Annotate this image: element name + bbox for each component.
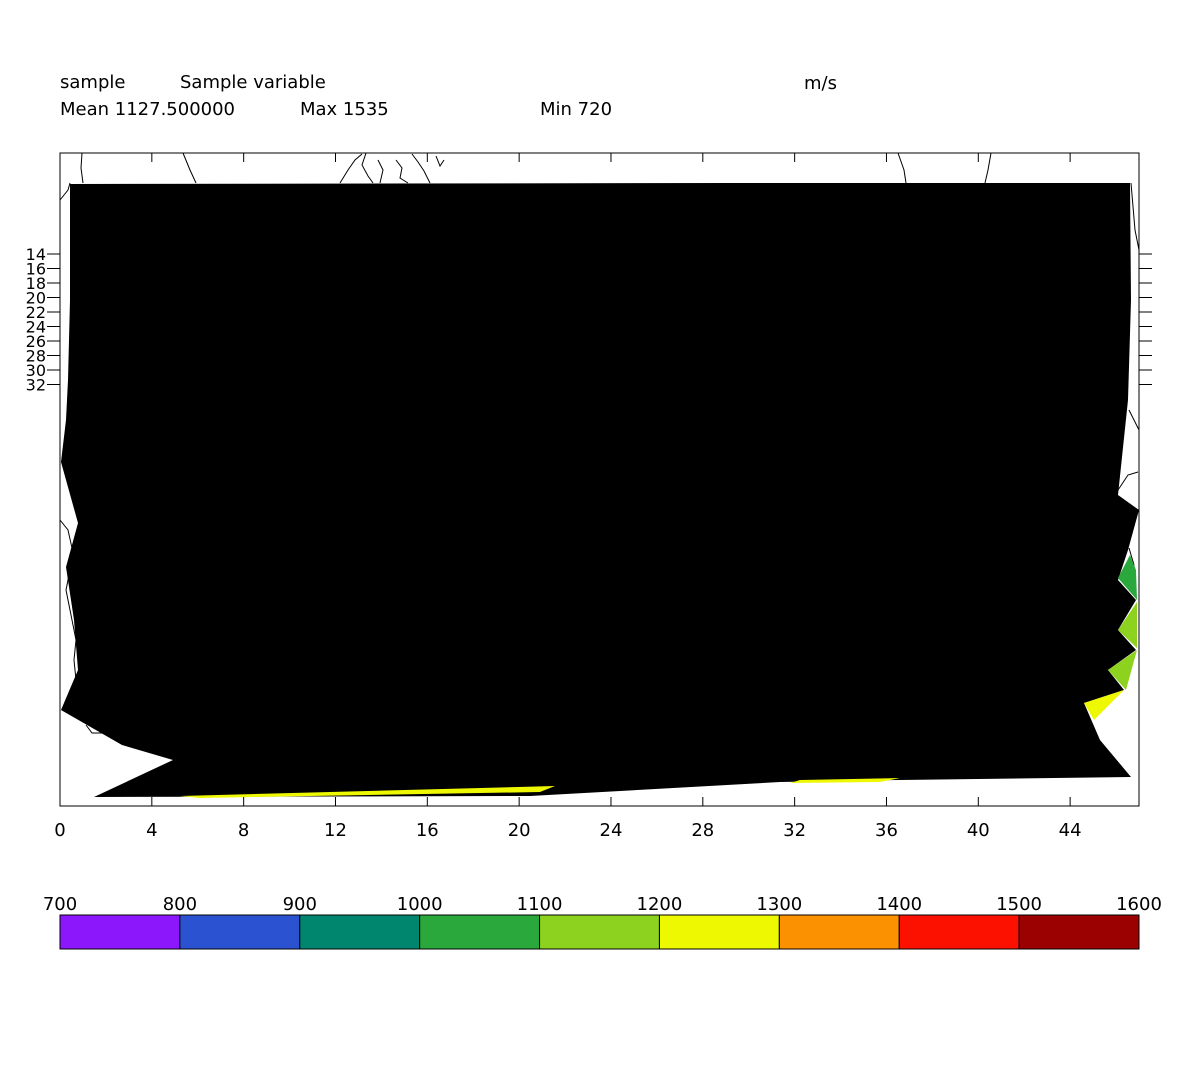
variable-long-name: Sample variable xyxy=(180,72,326,93)
colorbar-swatch xyxy=(539,914,660,950)
y-tick-label: 14 xyxy=(26,245,46,264)
x-tick-label: 40 xyxy=(967,820,990,841)
colorbar-label: 1000 xyxy=(397,894,443,915)
x-tick-label: 24 xyxy=(600,820,623,841)
max-label: Max 1535 xyxy=(300,99,389,120)
data-fill-region xyxy=(61,183,1139,797)
colorbar-label: 800 xyxy=(163,894,197,915)
colorbar-swatch xyxy=(778,914,900,950)
x-tick-label: 36 xyxy=(875,820,898,841)
patch-1200-1300-c xyxy=(180,786,555,798)
x-tick-label: 8 xyxy=(238,820,249,841)
colorbar-label: 700 xyxy=(43,894,77,915)
colorbar-label: 1200 xyxy=(637,894,683,915)
x-axis: 0 4 8 12 16 20 24 28 32 36 40 44 xyxy=(54,153,1082,841)
colorbar-swatch xyxy=(179,914,301,950)
colorbar-swatch xyxy=(59,914,181,950)
patch-1100-1200-a xyxy=(1118,602,1137,648)
x-tick-label: 32 xyxy=(783,820,806,841)
x-tick-label: 4 xyxy=(146,820,157,841)
colorbar-swatch xyxy=(299,914,421,950)
patch-1200-1300-a xyxy=(1084,690,1124,720)
colorbar-swatch xyxy=(1018,914,1140,950)
colorbar-label: 1400 xyxy=(876,894,922,915)
colorbar-label: 1100 xyxy=(517,894,563,915)
patch-1100-1200-b xyxy=(1108,650,1137,690)
patch-1200-1300-b xyxy=(790,778,900,783)
x-tick-label: 12 xyxy=(324,820,347,841)
y-tick-label: 24 xyxy=(26,318,46,337)
y-tick-label: 28 xyxy=(26,347,46,366)
x-tick-label: 16 xyxy=(416,820,439,841)
colorbar-swatch xyxy=(658,914,780,950)
mean-label: Mean 1127.500000 xyxy=(60,99,236,120)
y-tick-label: 32 xyxy=(26,376,46,395)
colorbar-label: 1500 xyxy=(996,894,1042,915)
colorbar: 700 800 900 1000 1100 1200 1300 1400 1500 1600 xyxy=(43,894,1162,950)
patch-1000-1100 xyxy=(1118,555,1137,600)
colorbar-swatch xyxy=(898,914,1020,950)
y-tick-label: 22 xyxy=(26,303,46,322)
min-label: Min 720 xyxy=(540,99,613,120)
x-tick-label: 20 xyxy=(508,820,531,841)
plot-frame xyxy=(59,152,1140,807)
colorbar-swatch xyxy=(419,914,541,950)
variable-units: m/s xyxy=(804,73,837,94)
x-tick-label: 0 xyxy=(54,820,65,841)
colorbar-label: 1300 xyxy=(756,894,802,915)
y-tick-label: 26 xyxy=(26,332,46,351)
y-tick-label: 18 xyxy=(26,274,46,293)
colorbar-label: 900 xyxy=(283,894,317,915)
x-tick-label: 44 xyxy=(1059,820,1082,841)
colorbar-label: 1600 xyxy=(1116,894,1162,915)
variable-name: sample xyxy=(60,72,126,93)
x-tick-label: 28 xyxy=(691,820,714,841)
y-tick-label: 20 xyxy=(26,289,46,308)
y-tick-label: 16 xyxy=(26,260,46,279)
y-tick-label: 30 xyxy=(26,361,46,380)
